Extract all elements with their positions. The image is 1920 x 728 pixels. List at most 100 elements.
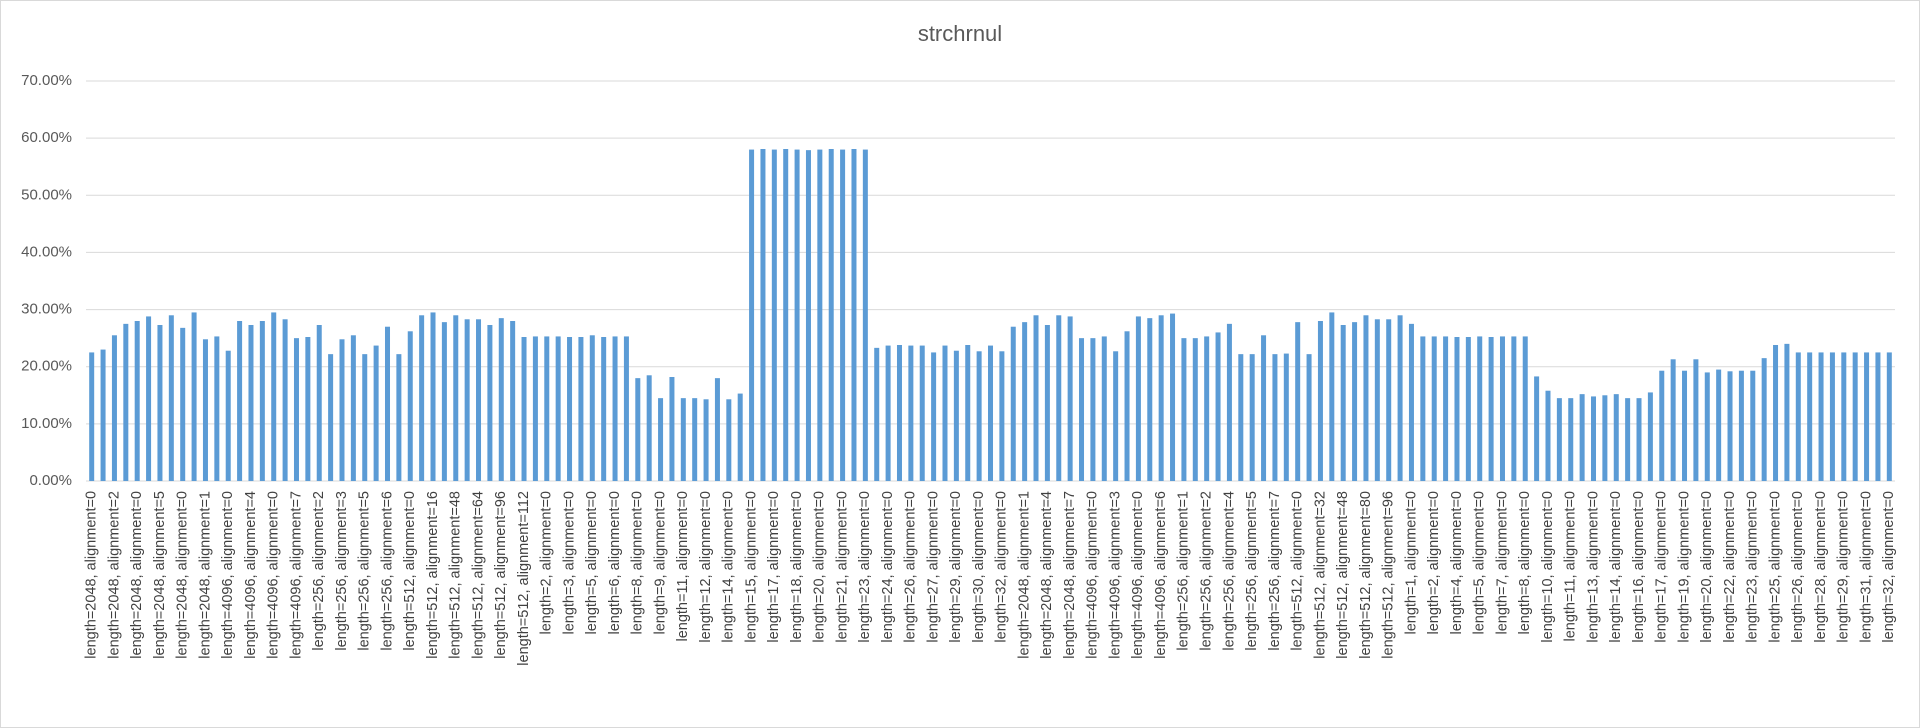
x-tick-label: length=14, alignment=0	[721, 491, 737, 643]
y-tick-label: 50.00%	[21, 186, 72, 203]
bar	[862, 149, 868, 482]
bar	[111, 335, 117, 481]
bar	[885, 345, 891, 481]
x-tick-label: length=28, alignment=0	[1813, 491, 1829, 643]
x-tick-label: length=29, alignment=0	[1836, 491, 1852, 643]
bar	[1727, 371, 1733, 481]
bar	[1818, 352, 1824, 481]
x-tick-label: length=29, alignment=0	[948, 491, 964, 643]
x-tick-label: length=14, alignment=0	[1608, 491, 1624, 643]
x-tick-label: length=2048, alignment=1	[1016, 491, 1032, 659]
bar	[1602, 395, 1608, 481]
bar	[623, 336, 629, 481]
x-tick-label: length=5, alignment=0	[1472, 491, 1488, 635]
bar	[237, 321, 243, 481]
bar	[100, 349, 106, 481]
bar	[1443, 336, 1449, 481]
bar	[214, 336, 220, 481]
x-tick-label: length=512, alignment=0	[402, 491, 418, 651]
bar	[1408, 323, 1414, 481]
bar	[191, 312, 197, 481]
bar	[1716, 369, 1722, 481]
bar	[760, 149, 766, 481]
bar	[282, 319, 288, 481]
x-tick-label: length=26, alignment=0	[903, 491, 919, 643]
bar	[771, 149, 777, 482]
bar	[453, 315, 459, 481]
x-tick-label: length=1, alignment=0	[1403, 491, 1419, 635]
bar	[737, 393, 743, 481]
x-tick-label: length=4096, alignment=0	[1130, 491, 1146, 659]
bar	[635, 378, 641, 481]
x-tick-label: length=30, alignment=0	[971, 491, 987, 643]
bar	[726, 399, 732, 481]
bar	[692, 398, 698, 481]
bar	[1545, 390, 1551, 481]
bar	[521, 337, 527, 481]
y-tick-label: 20.00%	[21, 358, 72, 375]
bar	[464, 319, 470, 481]
x-tick-label: length=27, alignment=0	[925, 491, 941, 643]
x-tick-label: length=11, alignment=0	[675, 491, 691, 642]
bar	[1704, 372, 1710, 481]
x-tick-label: length=512, alignment=80	[1358, 491, 1374, 659]
x-tick-label: length=4096, alignment=0	[266, 491, 282, 659]
x-tick-label: length=16, alignment=0	[1631, 491, 1647, 643]
x-tick-label: length=2048, alignment=4	[1039, 491, 1055, 659]
bar	[271, 312, 277, 481]
x-tick-label: length=23, alignment=0	[857, 491, 873, 643]
x-tick-label: length=512, alignment=0	[1290, 491, 1306, 651]
bar	[1067, 316, 1073, 481]
x-tick-label: length=3, alignment=0	[561, 491, 577, 635]
bar	[919, 345, 925, 481]
y-tick-label: 40.00%	[21, 243, 72, 260]
bar	[1568, 398, 1574, 481]
bar	[498, 318, 504, 481]
bar	[680, 398, 686, 481]
bar	[1841, 352, 1847, 481]
x-tick-label: length=2, alignment=0	[1426, 491, 1442, 635]
bar	[259, 321, 265, 481]
bar	[316, 325, 322, 481]
bar	[976, 351, 982, 481]
bar	[783, 149, 789, 481]
bar	[1147, 318, 1153, 481]
bar	[805, 150, 811, 481]
bar	[567, 337, 573, 481]
bar	[1454, 337, 1460, 481]
bar	[1829, 352, 1835, 481]
x-tick-label: length=2048, alignment=1	[197, 491, 213, 659]
x-tick-label: length=20, alignment=0	[812, 491, 828, 643]
bar	[874, 347, 880, 481]
bar	[1306, 354, 1312, 481]
x-tick-label: length=2048, alignment=0	[175, 491, 191, 659]
x-tick-label: length=256, alignment=3	[334, 491, 350, 651]
x-tick-label: length=4096, alignment=6	[1153, 491, 1169, 659]
x-tick-label: length=512, alignment=64	[470, 491, 486, 659]
bar	[953, 350, 959, 481]
bar	[396, 354, 402, 481]
bar	[646, 375, 652, 481]
x-tick-label: length=512, alignment=112	[516, 491, 532, 666]
x-tick-label: length=25, alignment=0	[1767, 491, 1783, 643]
x-tick-label: length=4096, alignment=0	[220, 491, 236, 659]
bar	[362, 354, 368, 481]
x-tick-label: length=12, alignment=0	[698, 491, 714, 643]
bar	[1295, 322, 1301, 481]
bar	[202, 339, 208, 481]
bar	[965, 345, 971, 481]
bar	[1431, 336, 1437, 481]
y-tick-label: 30.00%	[21, 301, 72, 318]
bar	[1738, 370, 1744, 481]
bar	[1090, 338, 1096, 481]
x-tick-label: length=26, alignment=0	[1790, 491, 1806, 643]
bar	[1044, 325, 1050, 481]
x-tick-label: length=2, alignment=0	[539, 491, 555, 635]
bar	[1499, 336, 1505, 481]
bar	[532, 336, 538, 481]
bar	[1750, 370, 1756, 481]
bar	[612, 336, 618, 481]
bar	[1238, 354, 1244, 481]
bar	[1864, 352, 1870, 481]
bar	[1886, 352, 1892, 481]
